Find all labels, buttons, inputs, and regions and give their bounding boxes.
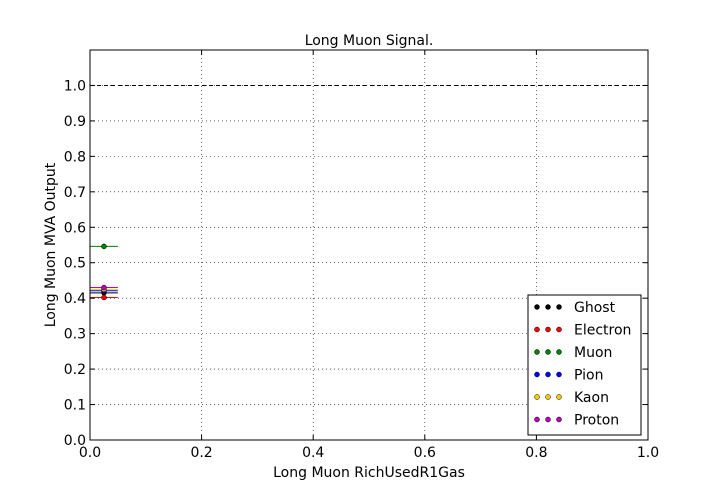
y-axis-label: Long Muon MVA Output	[43, 162, 59, 327]
y-tick-label: 0.7	[64, 185, 86, 201]
legend-label: Pion	[574, 368, 603, 384]
x-tick-label: 1.0	[637, 445, 659, 461]
legend-entry-proton: Proton	[534, 413, 619, 429]
data-point	[101, 284, 107, 291]
x-tick-label: 0.6	[414, 445, 436, 461]
y-tick-label: 0.9	[64, 114, 86, 130]
y-axis-ticks: 0.0 0.1 0.2 0.3 0.4 0.5 0.6 0.7 0.8 0.9 1.0	[64, 78, 648, 449]
legend-marker	[556, 349, 562, 355]
data-point	[101, 243, 107, 250]
legend-marker	[556, 416, 562, 423]
legend-marker	[556, 326, 562, 333]
chart-title: Long Muon Signal.	[305, 33, 434, 49]
legend-marker	[545, 326, 551, 333]
legend-box	[527, 294, 642, 436]
y-tick-label: 0.4	[64, 291, 86, 307]
legend-marker	[534, 349, 540, 355]
plot-frame	[89, 49, 649, 441]
legend-marker	[534, 394, 540, 400]
legend-label: Proton	[574, 413, 619, 429]
series-proton	[90, 284, 118, 291]
x-axis-ticks: 0.0 0.2 0.4 0.6 0.8 1.0	[79, 50, 659, 461]
legend-entry-muon: Muon	[534, 345, 612, 361]
data-point	[101, 294, 107, 301]
y-tick-label: 0.3	[64, 327, 86, 343]
legend-marker	[534, 304, 540, 310]
y-tick-label: 0.8	[64, 149, 86, 165]
legend-marker	[534, 326, 540, 333]
legend-entry-kaon: Kaon	[534, 390, 609, 406]
x-tick-label: 0.8	[525, 445, 547, 461]
y-tick-label: 0.6	[64, 220, 86, 236]
legend-entry-pion: Pion	[534, 368, 603, 384]
legend-label: Muon	[574, 345, 612, 361]
series-electron	[90, 294, 118, 301]
legend-marker	[545, 416, 551, 423]
legend-entry-electron: Electron	[534, 323, 631, 339]
legend: Ghost Electron Muon Pion Kaon Proton	[527, 294, 642, 436]
x-tick-label: 0.0	[79, 445, 101, 461]
x-axis-label: Long Muon RichUsedR1Gas	[273, 465, 465, 481]
legend-label: Ghost	[574, 300, 616, 316]
x-tick-label: 0.4	[302, 445, 324, 461]
y-tick-label: 0.0	[64, 433, 86, 449]
x-tick-label: 0.2	[190, 445, 212, 461]
legend-label: Kaon	[574, 390, 609, 406]
legend-marker	[545, 371, 551, 378]
legend-marker	[545, 349, 551, 355]
legend-marker	[556, 371, 562, 378]
y-tick-label: 0.2	[64, 362, 86, 378]
legend-marker	[556, 304, 562, 310]
y-tick-label: 1.0	[64, 78, 86, 94]
legend-marker	[534, 371, 540, 378]
legend-label: Electron	[574, 323, 631, 339]
legend-marker	[534, 416, 540, 423]
legend-marker	[545, 394, 551, 400]
legend-marker	[545, 304, 551, 310]
data-marks	[90, 243, 118, 301]
legend-entry-ghost: Ghost	[534, 300, 616, 316]
y-tick-label: 0.5	[64, 256, 86, 272]
series-muon	[90, 243, 118, 250]
legend-marker	[556, 394, 562, 400]
y-tick-label: 0.1	[64, 398, 86, 414]
